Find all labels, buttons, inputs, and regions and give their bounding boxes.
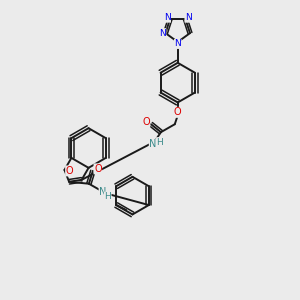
Text: H: H bbox=[157, 138, 163, 147]
Text: O: O bbox=[174, 107, 182, 117]
Text: O: O bbox=[66, 166, 73, 176]
Text: N: N bbox=[185, 13, 192, 22]
Text: N: N bbox=[164, 13, 171, 22]
Text: N: N bbox=[99, 187, 106, 197]
Text: N: N bbox=[174, 40, 181, 49]
Text: O: O bbox=[142, 117, 150, 127]
Text: H: H bbox=[104, 192, 111, 201]
Text: N: N bbox=[159, 28, 166, 38]
Text: N: N bbox=[149, 139, 157, 149]
Text: O: O bbox=[94, 164, 102, 174]
